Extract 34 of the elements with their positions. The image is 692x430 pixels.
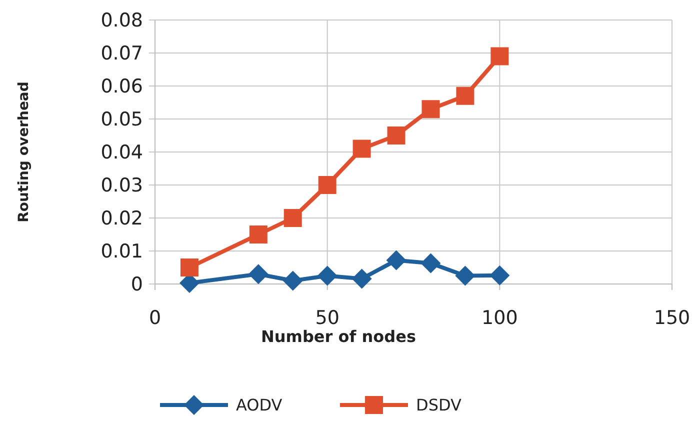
legend-label: DSDV: [416, 396, 462, 415]
point: [317, 266, 338, 286]
x-axis-title: Number of nodes: [261, 327, 416, 346]
point: [284, 209, 302, 227]
y-tick-label: 0.07: [100, 42, 143, 65]
point: [249, 226, 268, 244]
y-tick-label: 0.05: [100, 108, 143, 131]
y-tick-label: 0.08: [100, 10, 143, 32]
y-axis-title: Routing overhead: [16, 82, 32, 222]
y-tick-label: 0.01: [100, 240, 143, 263]
y-tick-label: 0.03: [100, 174, 143, 197]
x-tick-label: 100: [482, 307, 518, 329]
x-tick-label: 0: [148, 307, 162, 329]
point: [248, 264, 268, 284]
y-tick-label: 0.06: [100, 76, 143, 98]
point: [180, 258, 198, 276]
point: [282, 270, 303, 291]
point: [352, 140, 371, 158]
point: [387, 126, 406, 144]
x-tick-label: 50: [315, 307, 340, 329]
point: [420, 253, 441, 274]
point: [490, 47, 509, 66]
point: [318, 176, 336, 194]
y-tick-label: 0.04: [100, 142, 143, 164]
point: [490, 265, 510, 286]
y-tick-label: 0: [130, 274, 143, 296]
point: [352, 268, 372, 289]
point: [422, 100, 440, 118]
x-tick-label: 150: [654, 307, 690, 329]
point: [456, 86, 474, 105]
point: [455, 266, 476, 286]
point: [386, 250, 406, 270]
legend-label: AODV: [236, 396, 282, 415]
y-tick-label: 0.02: [100, 208, 143, 230]
